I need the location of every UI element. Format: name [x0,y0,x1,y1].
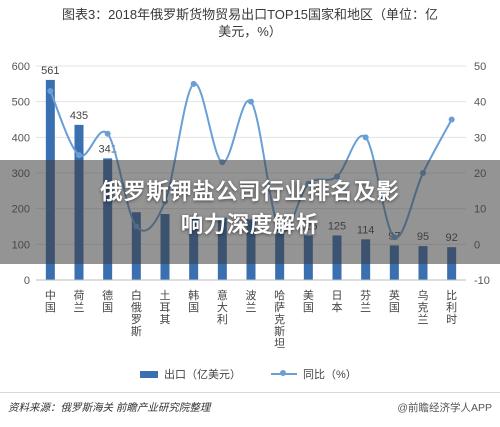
y-left-tick-label: 0 [24,275,30,287]
x-tick-label: 白俄罗斯 [131,288,142,338]
x-tick-label: 比利时 [446,289,457,326]
y-right-tick-label: 50 [474,61,486,73]
y-left-tick-label: 500 [12,97,30,109]
chart-title: 图表3：2018年俄罗斯货物贸易出口TOP15国家和地区（单位：亿 美元，%） [8,6,492,40]
legend-label-export: 出口（亿美元） [164,369,241,381]
x-tick-label: 日本 [332,289,343,314]
x-tick-label: 英国 [389,288,400,314]
x-tick-label: 哈萨克斯坦 [274,289,285,350]
x-tick-label: 波兰 [246,289,257,314]
source-note: 资料来源：俄罗斯海关 前瞻产业研究院整理 [8,402,211,414]
yoy-point [47,87,54,94]
yoy-point [362,134,369,141]
bar-data-label: 561 [41,65,59,77]
overlay-banner [0,160,500,264]
yoy-point [248,98,254,105]
yoy-point [76,152,82,159]
y-left-tick-label: 600 [12,61,30,73]
overlay-headline-line2: 响力深度解析 [180,213,319,238]
chart-legend: 出口（亿美元） 同比（%） [140,366,357,382]
y-left-tick-label: 400 [12,132,30,144]
yoy-point [104,130,111,137]
yoy-point [448,116,455,123]
y-right-tick-label: -10 [474,275,490,287]
x-tick-label: 意大利 [217,288,228,326]
y-right-tick-label: 40 [474,97,486,109]
yoy-point [190,80,197,87]
y-right-tick-label: 30 [474,132,486,144]
x-tick-label: 荷兰 [74,289,85,314]
x-tick-label: 中国 [45,289,56,314]
bar-data-label: 435 [70,110,88,122]
legend-line-swatch [271,369,297,379]
x-tick-label: 美国 [303,289,314,314]
chart-title-line1: 图表3：2018年俄罗斯货物贸易出口TOP15国家和地区（单位：亿 [61,7,439,22]
footer-divider [0,392,500,393]
overlay-headline-line1: 俄罗斯钾盐公司行业排名及影 [100,180,400,205]
x-tick-label: 乌克兰 [418,288,429,326]
overlay-headline: 俄罗斯钾盐公司行业排名及影 响力深度解析 [0,176,500,242]
legend-label-yoy: 同比（%） [303,369,357,381]
brand-watermark: @前瞻经济学人APP [397,402,492,414]
x-tick-label: 德国 [102,288,113,314]
x-tick-label: 芬兰 [360,289,371,314]
chart-title-line2: 美元，%） [218,24,282,39]
x-tick-label: 土耳其 [160,289,171,326]
x-tick-label: 韩国 [188,288,199,314]
legend-bar-swatch [140,370,158,378]
